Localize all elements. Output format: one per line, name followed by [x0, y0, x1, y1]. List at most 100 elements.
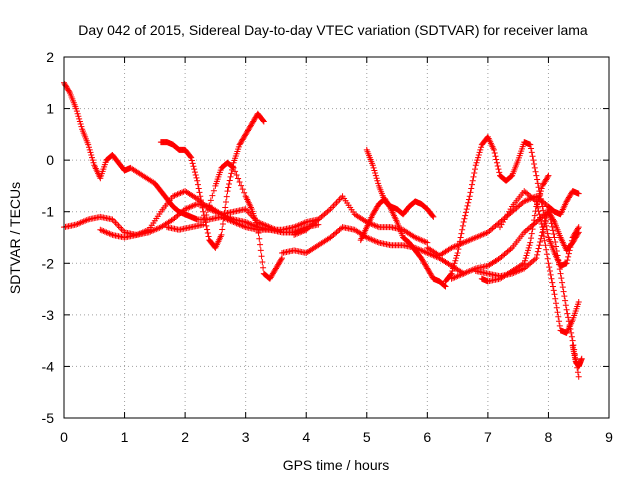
- y-tick-label: 1: [46, 101, 54, 117]
- data-point: [471, 170, 478, 177]
- data-point: [194, 177, 201, 184]
- data-point: [549, 283, 556, 290]
- data-points: [61, 79, 585, 380]
- data-point: [538, 185, 545, 192]
- data-point: [450, 262, 457, 269]
- data-point: [542, 242, 549, 249]
- data-point: [209, 192, 216, 199]
- data-point: [555, 313, 562, 320]
- data-point: [475, 154, 482, 161]
- data-point: [531, 164, 538, 171]
- data-point: [578, 355, 585, 362]
- data-point: [543, 246, 550, 253]
- data-point: [200, 221, 207, 228]
- data-point: [199, 204, 206, 211]
- data-point: [544, 255, 551, 262]
- data-point: [569, 337, 576, 344]
- data-point: [447, 271, 454, 278]
- data-point: [370, 164, 377, 171]
- data-point: [452, 257, 459, 264]
- series-arc11: [424, 188, 582, 259]
- data-point: [493, 159, 500, 166]
- data-point: [225, 184, 232, 191]
- data-point: [541, 237, 548, 244]
- data-point: [222, 199, 229, 206]
- data-point: [534, 201, 541, 208]
- y-tick-label: 0: [46, 152, 54, 168]
- data-point: [457, 234, 464, 241]
- data-point: [532, 168, 539, 175]
- data-point: [196, 189, 203, 196]
- data-point: [531, 212, 538, 219]
- data-point: [547, 271, 554, 278]
- data-point: [235, 175, 242, 182]
- data-point: [472, 162, 479, 169]
- data-point: [222, 204, 229, 211]
- data-point: [490, 146, 497, 153]
- data-point: [238, 182, 245, 189]
- data-point: [545, 172, 552, 179]
- data-point: [254, 224, 261, 231]
- data-point: [200, 208, 207, 215]
- data-point: [530, 157, 537, 164]
- data-point: [529, 226, 536, 233]
- x-tick-label: 4: [302, 429, 310, 445]
- data-point: [258, 253, 265, 260]
- data-point: [559, 284, 566, 291]
- x-tick-label: 3: [242, 429, 250, 445]
- data-point: [256, 235, 263, 242]
- data-point: [523, 252, 530, 259]
- data-point: [536, 211, 543, 218]
- data-point: [204, 226, 211, 233]
- data-point: [468, 181, 475, 188]
- data-point: [219, 226, 226, 233]
- data-point: [538, 220, 545, 227]
- data-point: [195, 185, 202, 192]
- data-point: [528, 145, 535, 152]
- data-point: [536, 193, 543, 200]
- data-point: [87, 149, 94, 156]
- data-point: [372, 172, 379, 179]
- data-point: [521, 260, 528, 267]
- data-point: [525, 247, 532, 254]
- data-point: [575, 224, 582, 231]
- data-point: [315, 221, 322, 228]
- data-point: [257, 241, 264, 248]
- data-point: [478, 144, 485, 151]
- data-point: [533, 198, 540, 205]
- data-point: [560, 288, 567, 295]
- data-point: [494, 162, 501, 169]
- data-point: [536, 242, 543, 249]
- data-point: [188, 157, 195, 164]
- data-point: [546, 209, 553, 216]
- data-point: [194, 181, 201, 188]
- data-point: [539, 224, 546, 231]
- data-point: [553, 300, 560, 307]
- data-point: [546, 264, 553, 271]
- data-point: [493, 156, 500, 163]
- data-point: [535, 245, 542, 252]
- data-point: [424, 239, 431, 246]
- x-tick-label: 8: [545, 429, 553, 445]
- data-point: [73, 105, 80, 112]
- data-point: [492, 153, 499, 160]
- data-point: [224, 188, 231, 195]
- data-point: [549, 227, 556, 234]
- data-point: [241, 189, 248, 196]
- data-point: [220, 215, 227, 222]
- data-point: [526, 242, 533, 249]
- data-point: [548, 275, 555, 282]
- data-point: [218, 231, 225, 238]
- series-arc5: [163, 159, 285, 282]
- data-point: [554, 252, 561, 259]
- data-point: [278, 256, 285, 263]
- data-point: [210, 187, 217, 194]
- data-point: [221, 210, 228, 217]
- x-tick-label: 6: [423, 429, 431, 445]
- data-point: [86, 146, 93, 153]
- data-point: [546, 213, 553, 220]
- data-point: [534, 176, 541, 183]
- series-arc6: [279, 224, 467, 277]
- data-point: [260, 117, 267, 124]
- data-point: [575, 229, 582, 236]
